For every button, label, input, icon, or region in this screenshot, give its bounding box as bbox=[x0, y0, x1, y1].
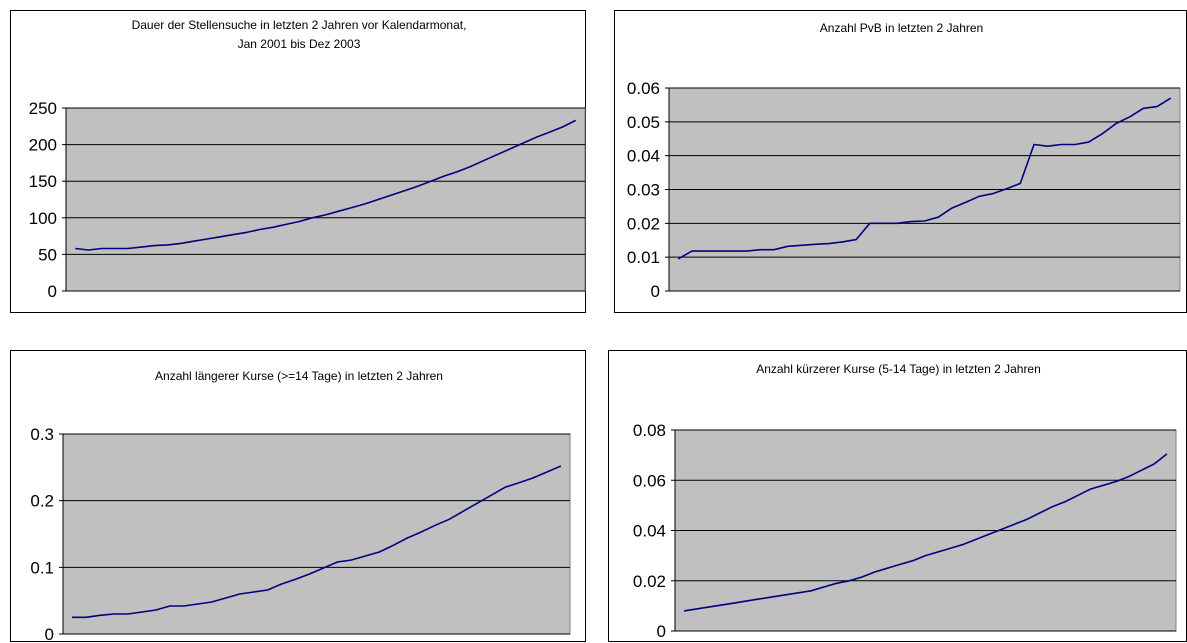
y-tick-label: 0 bbox=[48, 282, 57, 301]
chart-4: Anzahl kürzerer Kurse (5-14 Tage) in let… bbox=[633, 362, 1177, 641]
y-tick-label: 0.2 bbox=[30, 492, 54, 511]
chart-subtitle: Jan 2001 bis Dez 2003 bbox=[238, 37, 361, 51]
plot-area bbox=[62, 433, 571, 635]
y-tick-label: 0.04 bbox=[627, 147, 660, 166]
chart-panel-4: Anzahl kürzerer Kurse (5-14 Tage) in let… bbox=[608, 350, 1187, 642]
chart-title: Dauer der Stellensuche in letzten 2 Jahr… bbox=[132, 18, 467, 32]
chart-panel-3: Anzahl längerer Kurse (>=14 Tage) in let… bbox=[10, 350, 586, 643]
chart-title: Anzahl kürzerer Kurse (5-14 Tage) in let… bbox=[756, 362, 1041, 376]
chart-panel-2: Anzahl PvB in letzten 2 Jahren 0 0.01 0.02 0… bbox=[614, 10, 1187, 313]
y-tick-label: 250 bbox=[29, 99, 57, 118]
chart-title: Anzahl PvB in letzten 2 Jahren bbox=[820, 21, 983, 35]
y-tick-label: 100 bbox=[29, 209, 57, 228]
y-tick-label: 50 bbox=[38, 245, 57, 264]
chart-title: Anzahl längerer Kurse (>=14 Tage) in let… bbox=[155, 369, 443, 383]
y-tick-label: 150 bbox=[29, 172, 57, 191]
y-tick-label: 0.3 bbox=[30, 425, 54, 444]
series-line bbox=[75, 119, 577, 251]
chart-3: Anzahl längerer Kurse (>=14 Tage) in let… bbox=[30, 369, 571, 643]
y-tick-label: 0.06 bbox=[627, 79, 660, 98]
chart-1: Dauer der Stellensuche in letzten 2 Jahr… bbox=[29, 18, 586, 301]
y-tick-label: 0.1 bbox=[30, 558, 54, 577]
y-tick-label: 0 bbox=[657, 622, 666, 641]
series-line bbox=[677, 97, 1172, 260]
series-line bbox=[72, 465, 562, 619]
y-tick-label: 0.06 bbox=[633, 471, 666, 490]
y-tick-label: 0.01 bbox=[627, 248, 660, 267]
y-tick-label: 0.04 bbox=[633, 522, 666, 541]
series-line bbox=[683, 453, 1168, 612]
y-tick-label: 0.02 bbox=[633, 572, 666, 591]
y-tick-label: 0.02 bbox=[627, 214, 660, 233]
chart-2: Anzahl PvB in letzten 2 Jahren 0 0.01 0.02 0… bbox=[627, 21, 1181, 301]
y-tick-label: 0 bbox=[651, 282, 660, 301]
y-tick-label: 0.03 bbox=[627, 181, 660, 200]
y-tick-label: 0 bbox=[45, 625, 54, 643]
y-tick-label: 200 bbox=[29, 136, 57, 155]
chart-panel-1: Dauer der Stellensuche in letzten 2 Jahr… bbox=[10, 10, 586, 313]
plot-area bbox=[65, 107, 586, 292]
y-tick-label: 0.08 bbox=[633, 421, 666, 440]
y-tick-label: 0.05 bbox=[627, 113, 660, 132]
